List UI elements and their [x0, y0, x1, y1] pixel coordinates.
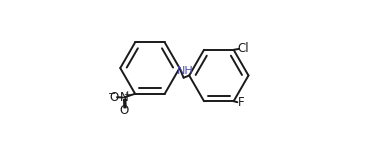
Text: −: − — [107, 89, 116, 99]
Text: N: N — [120, 91, 128, 104]
Text: O: O — [110, 91, 119, 104]
Text: +: + — [124, 90, 131, 99]
Text: F: F — [238, 96, 244, 109]
Text: NH: NH — [177, 66, 194, 76]
Text: Cl: Cl — [237, 42, 249, 55]
Text: O: O — [120, 104, 129, 117]
